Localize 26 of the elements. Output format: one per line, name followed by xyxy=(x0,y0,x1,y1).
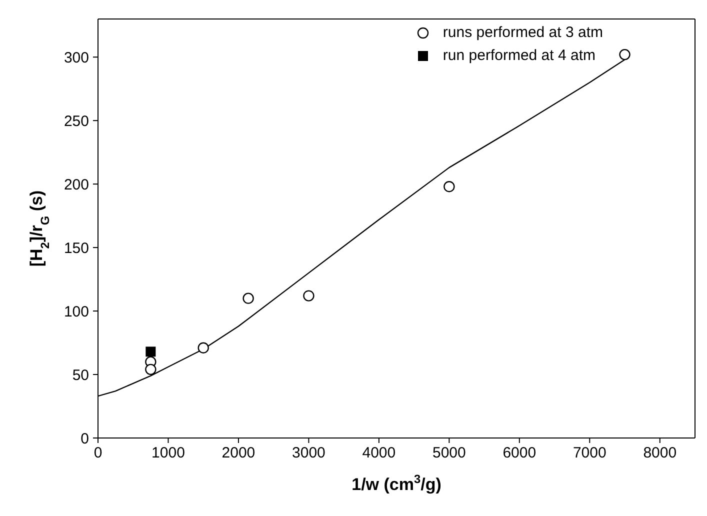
y-tick-label: 150 xyxy=(64,240,89,257)
x-tick-label: 4000 xyxy=(362,444,396,462)
legend-label: runs performed at 3 atm xyxy=(442,24,603,41)
y-tick-label: 300 xyxy=(64,49,89,66)
x-tick-label: 3000 xyxy=(292,444,326,462)
x-tick-label: 1000 xyxy=(152,444,185,462)
y-tick-label: 0 xyxy=(80,430,89,448)
point xyxy=(198,342,209,354)
point xyxy=(146,346,156,357)
x-tick-label: 0 xyxy=(94,444,102,462)
x-axis-title: 1/w (cm$^{3}$/g) xyxy=(352,472,442,494)
legend-label: run performed at 4 atm xyxy=(442,47,596,64)
x-tick-label: 2000 xyxy=(222,444,256,462)
y-tick-label: 50 xyxy=(72,366,89,384)
point xyxy=(303,290,314,302)
point xyxy=(145,364,156,376)
x-tick-label: 7000 xyxy=(572,444,606,462)
y-tick-label: 200 xyxy=(64,176,89,194)
x-tick-label: 5000 xyxy=(432,444,466,462)
point xyxy=(444,181,455,192)
point xyxy=(242,292,254,304)
y-tick-label: 250 xyxy=(64,112,89,130)
x-tick-label: 6000 xyxy=(502,444,536,462)
y-tick-label: 100 xyxy=(64,303,89,320)
point xyxy=(619,48,630,60)
x-tick-label: 8000 xyxy=(643,444,677,462)
